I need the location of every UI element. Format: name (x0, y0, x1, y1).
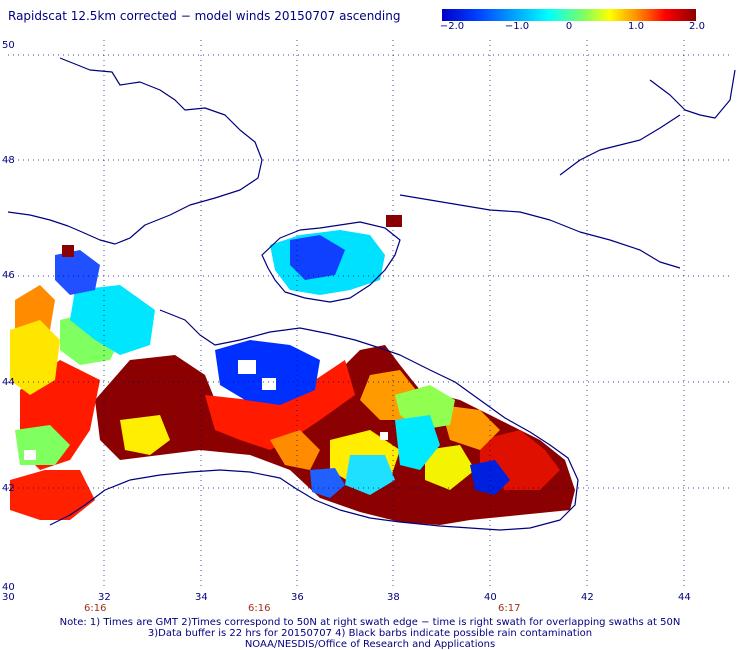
swath-region-blue (470, 460, 510, 495)
lat-lon-grid (8, 40, 733, 590)
footnote-line: 3)Data buffer is 22 hrs for 20150707 4) … (147, 628, 593, 639)
footnote-credit: NOAA/NESDIS/Office of Research and Appli… (244, 639, 496, 650)
colorbar-label: 2.0 (689, 21, 705, 32)
swath-region-cyan (395, 415, 440, 470)
coastline-crimea (49, 309, 579, 531)
swath-no-data (380, 432, 388, 440)
swath-no-data (24, 450, 36, 460)
lon-label: 34 (195, 592, 208, 603)
swath-region-yellow (425, 445, 475, 490)
swath-no-data (238, 360, 256, 374)
swath-region-blue (215, 340, 320, 405)
lon-label: 36 (291, 592, 304, 603)
map-title: Rapidscat 12.5km corrected − model winds… (8, 9, 401, 23)
coastline-north (7, 57, 263, 245)
lat-label: 40 (2, 582, 15, 593)
lat-label: 50 (2, 40, 15, 51)
colorbar-label: −2.0 (439, 21, 465, 32)
colorbar-label: 0 (565, 21, 573, 32)
lat-label: 44 (2, 377, 15, 388)
swath-region-yellow (120, 415, 170, 455)
lat-label: 42 (2, 483, 15, 494)
lat-label: 48 (2, 155, 15, 166)
lon-label: 42 (581, 592, 594, 603)
swath-no-data (262, 378, 276, 390)
colorbar (442, 9, 696, 21)
swath-region-orange (440, 405, 500, 450)
swath-region-yellow (10, 320, 60, 395)
colorbar-label: 1.0 (628, 21, 644, 32)
swath-region-cyan (70, 285, 155, 355)
swath-region-blue (55, 250, 100, 295)
swath-time-label: 6:16 (248, 603, 270, 614)
colorbar-label: −1.0 (504, 21, 530, 32)
coastline-volga (649, 69, 736, 119)
swath-region-orange (270, 430, 320, 470)
coastline-east (399, 194, 681, 269)
coastline-caspian (559, 114, 681, 176)
wind-difference-swath (10, 215, 575, 525)
swath-region-red (10, 470, 95, 520)
swath-region-cyan (345, 455, 395, 495)
lon-label: 40 (484, 592, 497, 603)
coastline-azov (261, 221, 401, 303)
swath-time-label: 6:16 (84, 603, 106, 614)
swath-pixel (386, 215, 402, 227)
lon-label: 44 (678, 592, 691, 603)
footnote-line: Note: 1) Times are GMT 2)Times correspon… (59, 617, 681, 628)
swath-region-blue (310, 468, 345, 498)
lon-label: 38 (387, 592, 400, 603)
lat-label: 46 (2, 270, 15, 281)
colorbar-gradient (442, 9, 696, 21)
lon-label: 30 (2, 592, 15, 603)
swath-time-label: 6:17 (498, 603, 520, 614)
swath-pixel (62, 245, 74, 257)
coastline (7, 57, 736, 531)
lon-label: 32 (98, 592, 111, 603)
swath-region-blue (290, 235, 345, 280)
